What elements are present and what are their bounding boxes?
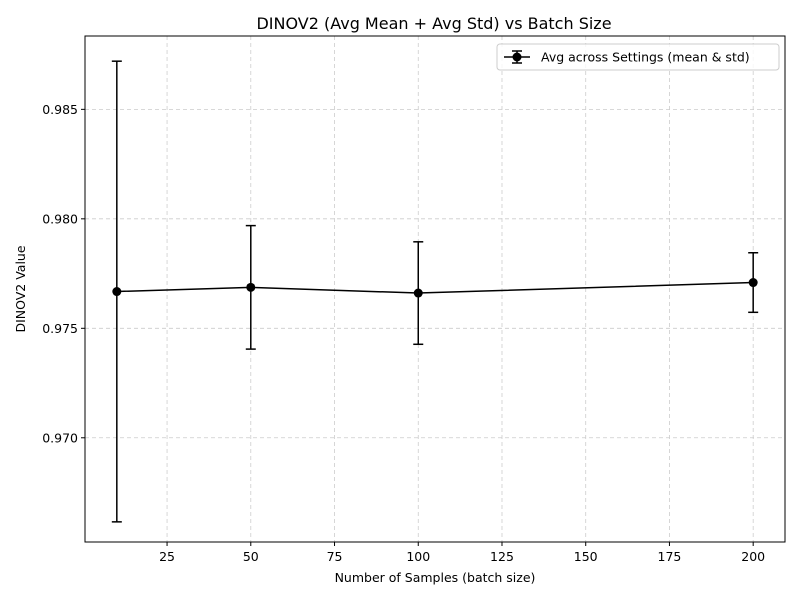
grid <box>85 36 785 542</box>
y-tick-label: 0.985 <box>42 102 78 117</box>
y-tick-label: 0.980 <box>42 211 78 226</box>
data-point <box>112 287 122 297</box>
legend-marker <box>512 52 522 62</box>
data-point <box>748 278 758 288</box>
legend-box <box>496 43 780 71</box>
series-line <box>116 281 754 294</box>
x-tick-label: 75 <box>327 549 343 564</box>
x-axis: 25 50 75 100 125 150 175 200 <box>159 542 765 564</box>
y-axis: 0.970 0.975 0.980 0.985 <box>42 102 85 445</box>
legend: Avg across Settings (mean & std) <box>496 43 780 71</box>
x-tick-label: 25 <box>159 549 175 564</box>
y-axis-label: DINOV2 Value <box>13 245 28 332</box>
x-axis-label: Number of Samples (batch size) <box>335 570 536 585</box>
data-point <box>413 288 423 298</box>
y-tick-label: 0.975 <box>42 321 78 336</box>
data-point <box>246 282 256 292</box>
plot-series <box>111 60 759 523</box>
x-tick-label: 125 <box>490 549 514 564</box>
chart-title: DINOV2 (Avg Mean + Avg Std) vs Batch Siz… <box>256 14 611 33</box>
x-tick-label: 175 <box>658 549 682 564</box>
x-tick-label: 200 <box>741 549 765 564</box>
x-tick-label: 150 <box>574 549 598 564</box>
legend-label: Avg across Settings (mean & std) <box>541 50 750 65</box>
x-tick-label: 50 <box>243 549 259 564</box>
x-tick-label: 100 <box>406 549 430 564</box>
y-tick-label: 0.970 <box>42 430 78 445</box>
plot-frame <box>84 35 786 543</box>
